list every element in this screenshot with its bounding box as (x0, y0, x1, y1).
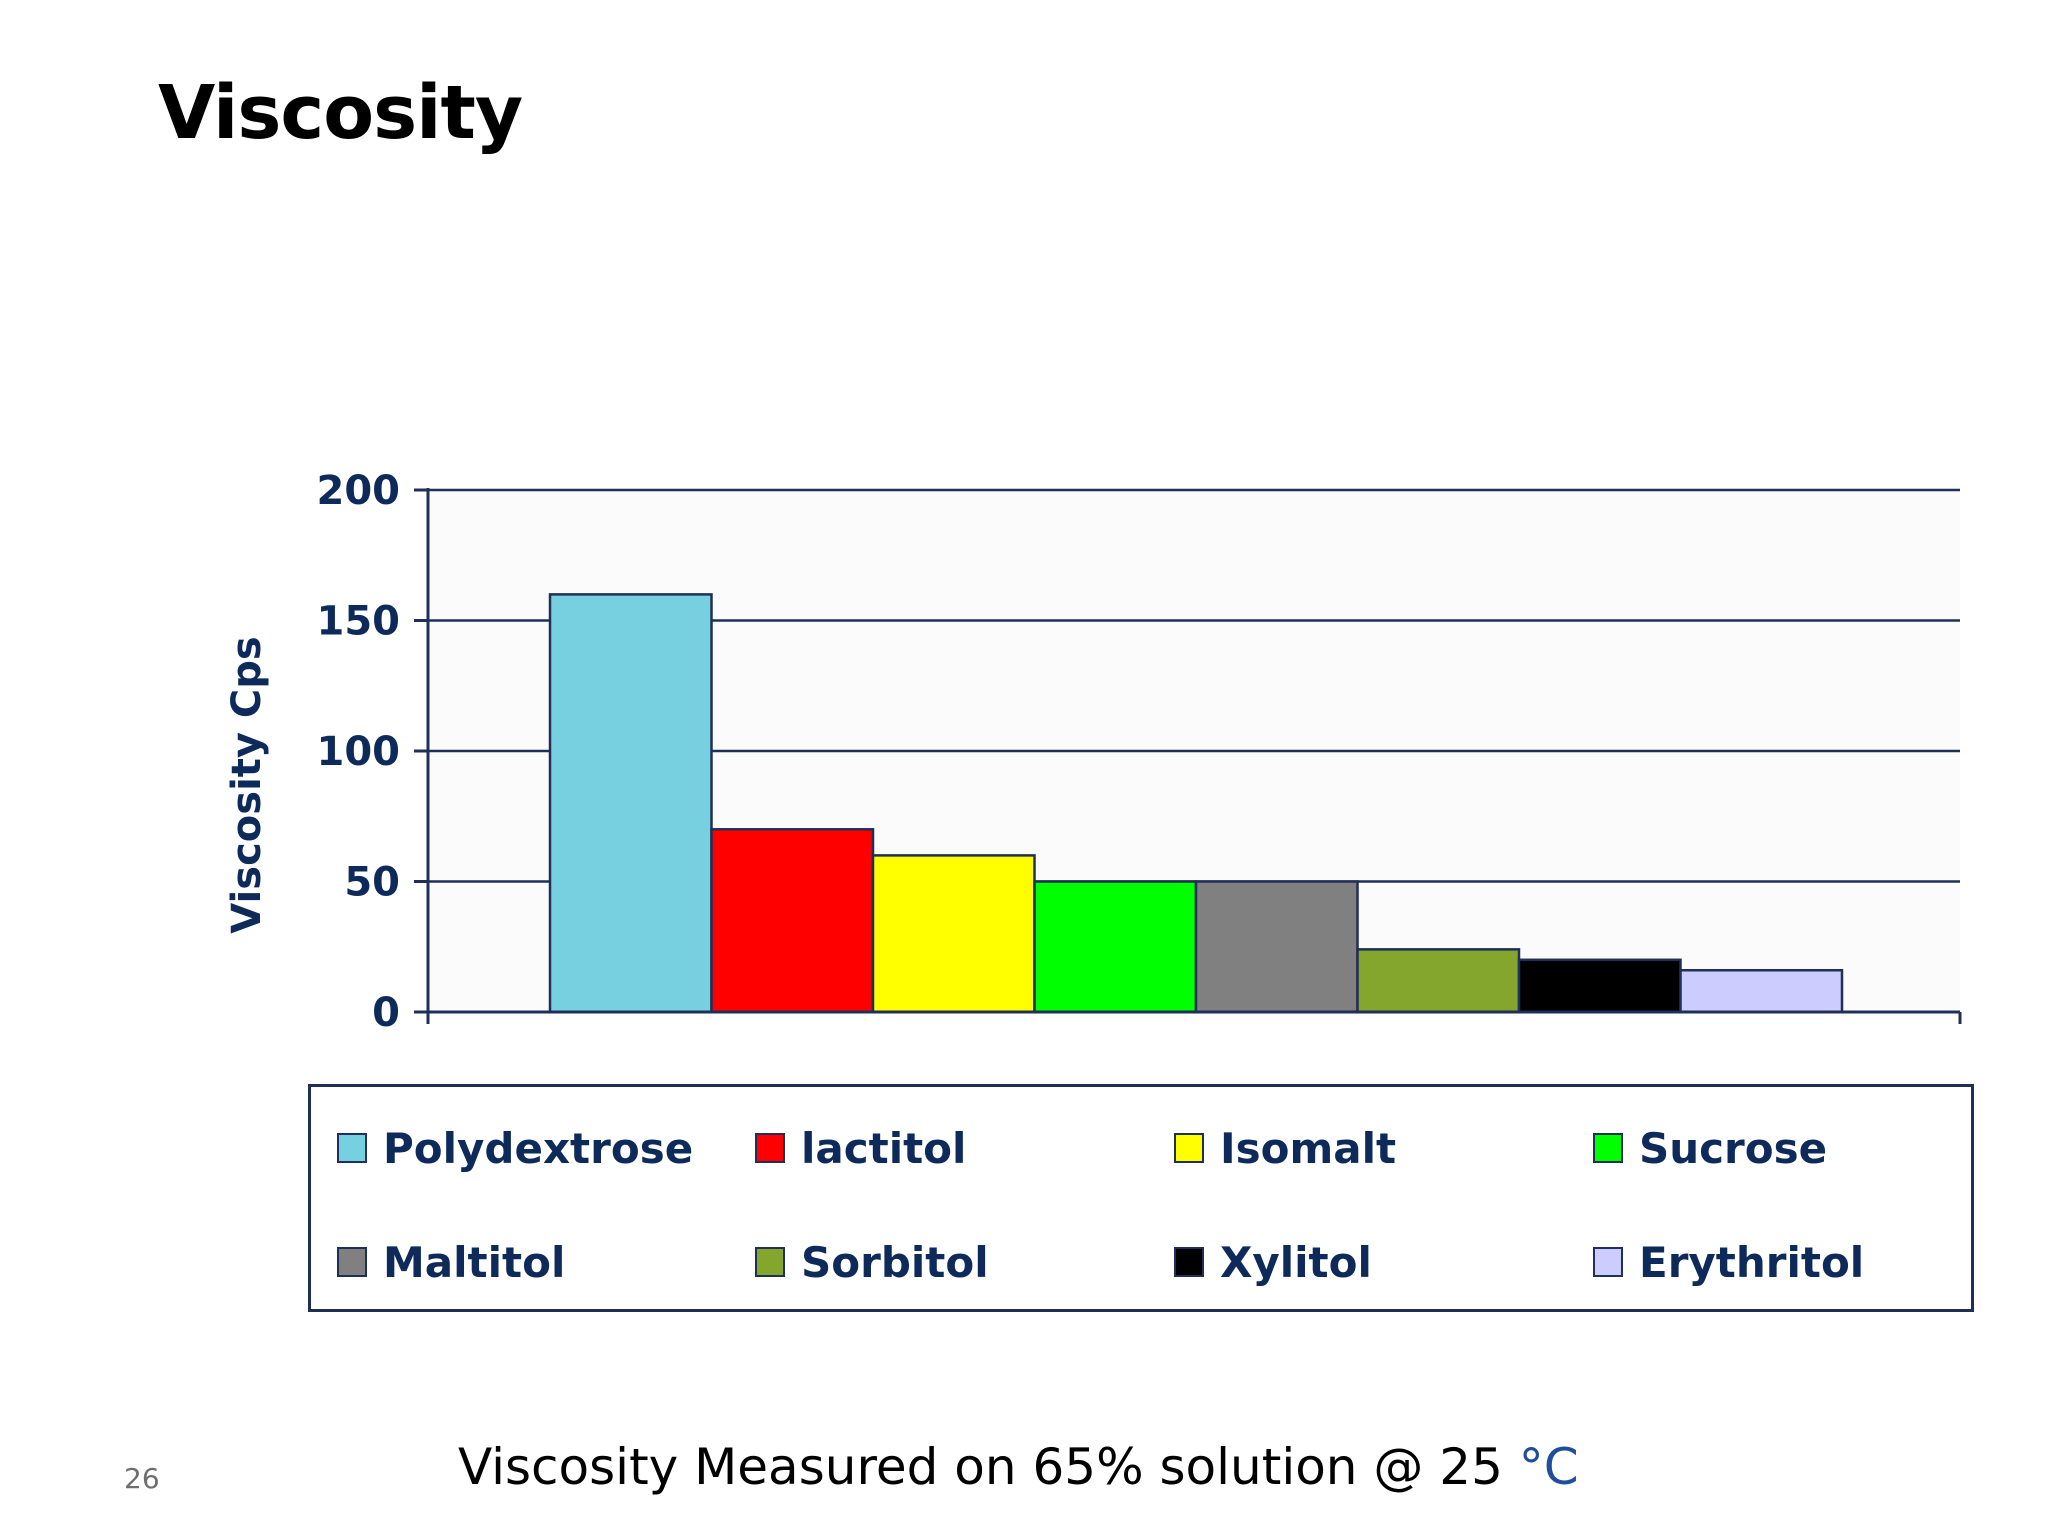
legend-label: Erythritol (1639, 1237, 1865, 1287)
legend-swatch (337, 1133, 367, 1163)
legend-item-xylitol: Xylitol (1174, 1237, 1372, 1287)
legend-swatch (755, 1247, 785, 1277)
legend-label: Polydextrose (383, 1123, 694, 1173)
y-tick-label: 150 (317, 599, 401, 645)
y-axis-ticks: 0 50 100 150 200 (317, 468, 428, 1036)
bar-lactitol (710, 828, 875, 1014)
legend-item-erythritol: Erythritol (1593, 1237, 1864, 1287)
legend-item-isomalt: Isomalt (1174, 1123, 1396, 1173)
legend-label: Isomalt (1220, 1123, 1397, 1173)
y-tick-label: 200 (317, 468, 401, 514)
legend-label: Xylitol (1220, 1237, 1372, 1287)
y-axis-label: Viscosity Cps (224, 636, 270, 933)
legend-label: Sorbitol (801, 1237, 989, 1287)
bar-maltitol (1194, 880, 1359, 1014)
bar-isomalt (871, 854, 1036, 1014)
bars (548, 593, 1844, 1014)
legend-item-lactitol: lactitol (755, 1123, 966, 1173)
bar-erythritol (1679, 968, 1844, 1014)
chart-legend: Polydextrose lactitol Isomalt Sucrose Maltit… (308, 1084, 1974, 1312)
legend-swatch (755, 1133, 785, 1163)
legend-swatch (337, 1247, 367, 1277)
page-number: 26 (124, 1462, 160, 1495)
y-tick-label: 50 (344, 860, 400, 906)
legend-item-sucrose: Sucrose (1593, 1123, 1827, 1173)
slide-title: Viscosity (158, 70, 523, 156)
legend-item-maltitol: Maltitol (337, 1237, 565, 1287)
viscosity-bar-chart: 0 50 100 150 200 Viscosity Cps (224, 468, 1962, 1036)
footnote: Viscosity Measured on 65% solution @ 25 … (458, 1438, 1579, 1496)
footnote-text: Viscosity Measured on 65% solution @ 25 (458, 1438, 1519, 1496)
bar-xylitol (1517, 958, 1682, 1014)
legend-label: Maltitol (383, 1237, 566, 1287)
legend-item-polydextrose: Polydextrose (337, 1123, 693, 1173)
legend-swatch (1593, 1133, 1623, 1163)
bar-sucrose (1033, 880, 1198, 1014)
legend-swatch (1593, 1247, 1623, 1277)
bar-sorbitol (1356, 948, 1521, 1014)
legend-swatch (1174, 1133, 1204, 1163)
y-tick-label: 100 (317, 729, 401, 775)
legend-label: Sucrose (1639, 1123, 1828, 1173)
legend-item-sorbitol: Sorbitol (755, 1237, 989, 1287)
bar-polydextrose (548, 593, 713, 1014)
footnote-unit: °C (1518, 1438, 1579, 1496)
legend-label: lactitol (801, 1123, 967, 1173)
y-tick-label: 0 (372, 990, 400, 1036)
legend-swatch (1174, 1247, 1204, 1277)
